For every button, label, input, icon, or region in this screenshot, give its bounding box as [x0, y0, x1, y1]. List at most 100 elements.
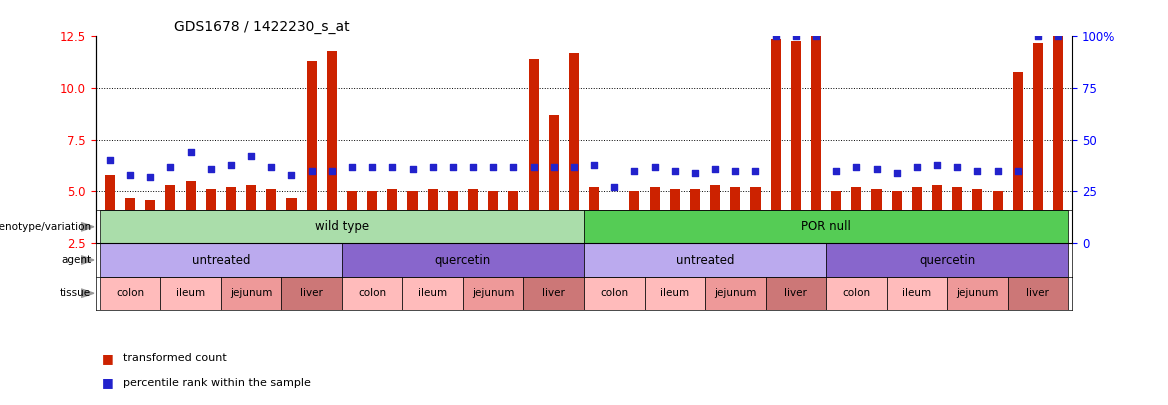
Bar — [912, 187, 922, 243]
Text: colon: colon — [359, 288, 387, 298]
Bar — [327, 51, 336, 243]
Bar — [826, 277, 887, 310]
Bar — [993, 192, 1002, 243]
Text: percentile rank within the sample: percentile rank within the sample — [123, 378, 311, 388]
Polygon shape — [82, 222, 93, 231]
Bar — [690, 189, 700, 243]
Bar — [610, 232, 619, 243]
Bar — [447, 192, 458, 243]
Polygon shape — [82, 256, 93, 264]
Point — [927, 161, 946, 168]
Point — [1029, 33, 1048, 40]
Point — [464, 163, 482, 170]
Bar — [851, 187, 861, 243]
Point — [524, 163, 543, 170]
Bar — [630, 192, 639, 243]
Bar — [221, 277, 281, 310]
Bar — [99, 243, 342, 277]
Bar — [488, 192, 499, 243]
Point — [564, 163, 583, 170]
Text: wild type: wild type — [315, 220, 369, 233]
Text: ileum: ileum — [418, 288, 447, 298]
Point — [867, 165, 885, 172]
Bar — [160, 277, 221, 310]
Point — [726, 168, 745, 174]
Text: ■: ■ — [102, 376, 113, 389]
Bar — [125, 198, 135, 243]
Bar — [306, 61, 317, 243]
Bar — [765, 277, 826, 310]
Bar — [388, 189, 397, 243]
Bar — [145, 200, 155, 243]
Point — [363, 163, 382, 170]
Bar — [367, 192, 377, 243]
Bar — [523, 277, 584, 310]
Bar — [246, 185, 256, 243]
Point — [585, 161, 604, 168]
Text: POR null: POR null — [801, 220, 851, 233]
Point — [342, 163, 361, 170]
Point — [222, 161, 241, 168]
Text: ileum: ileum — [903, 288, 931, 298]
Text: ileum: ileum — [176, 288, 206, 298]
Text: ileum: ileum — [660, 288, 689, 298]
Bar — [463, 277, 523, 310]
Bar — [705, 277, 765, 310]
Point — [484, 163, 502, 170]
Bar — [1033, 43, 1043, 243]
Point — [383, 163, 402, 170]
Bar — [508, 192, 519, 243]
Text: liver: liver — [785, 288, 807, 298]
Text: transformed count: transformed count — [123, 354, 227, 363]
Bar — [649, 187, 660, 243]
Bar — [186, 181, 195, 243]
Bar — [468, 189, 478, 243]
Bar — [891, 192, 902, 243]
Bar — [528, 59, 538, 243]
Bar — [1013, 72, 1023, 243]
Bar — [750, 187, 760, 243]
Bar — [569, 53, 579, 243]
Text: colon: colon — [842, 288, 870, 298]
Text: liver: liver — [1027, 288, 1049, 298]
Bar — [99, 277, 160, 310]
Bar — [403, 277, 463, 310]
Bar — [408, 192, 417, 243]
Text: untreated: untreated — [676, 254, 735, 266]
Bar — [1008, 277, 1069, 310]
Point — [283, 172, 301, 178]
Text: untreated: untreated — [192, 254, 250, 266]
Bar — [887, 277, 947, 310]
Point — [262, 163, 280, 170]
Point — [807, 33, 826, 40]
Bar — [832, 192, 841, 243]
Point — [100, 157, 119, 164]
Point — [988, 168, 1007, 174]
Bar — [972, 189, 982, 243]
Bar — [645, 277, 705, 310]
Bar — [589, 187, 599, 243]
Bar — [427, 189, 438, 243]
Bar — [584, 210, 1069, 243]
Point — [1049, 33, 1068, 40]
Text: tissue: tissue — [60, 288, 91, 298]
Point — [242, 153, 260, 160]
Bar — [105, 175, 114, 243]
Bar — [266, 189, 277, 243]
Point — [968, 168, 987, 174]
Text: agent: agent — [61, 255, 91, 265]
Bar — [342, 277, 403, 310]
Point — [766, 33, 785, 40]
Bar — [584, 243, 826, 277]
Bar — [225, 187, 236, 243]
Text: jejunum: jejunum — [472, 288, 514, 298]
Point — [645, 163, 663, 170]
Bar — [730, 187, 741, 243]
Point — [827, 168, 846, 174]
Bar — [932, 185, 943, 243]
Point — [605, 184, 624, 190]
Point — [948, 163, 967, 170]
Point — [847, 163, 865, 170]
Bar — [342, 243, 584, 277]
Point — [746, 168, 765, 174]
